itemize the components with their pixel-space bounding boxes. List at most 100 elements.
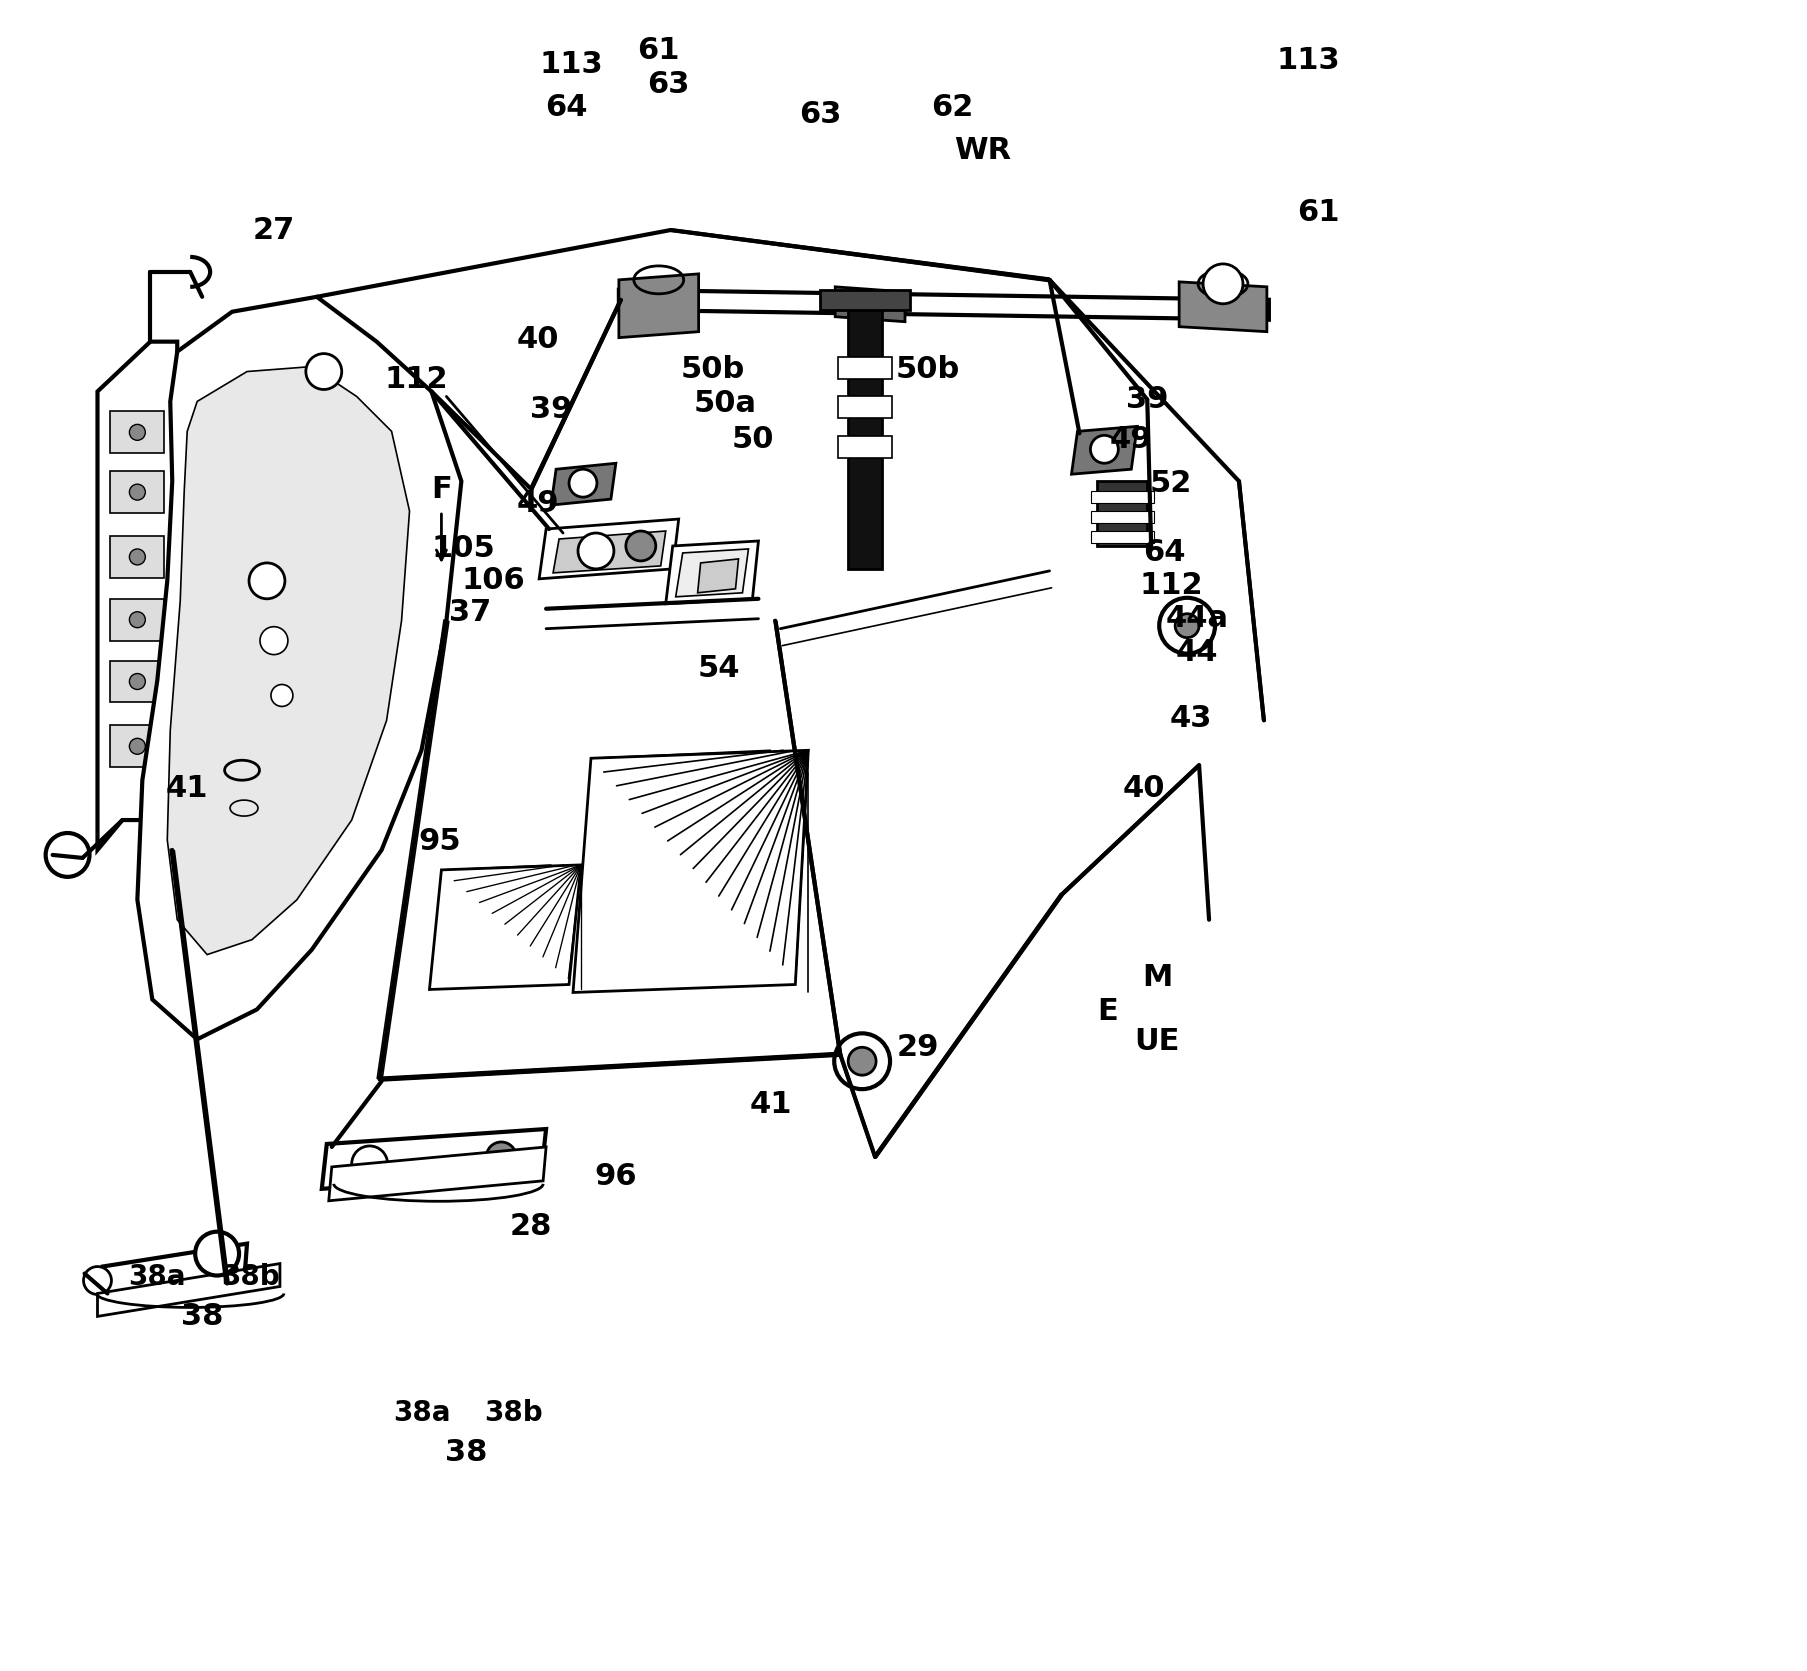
Polygon shape [430, 866, 582, 989]
Text: 41: 41 [166, 774, 208, 802]
Polygon shape [835, 287, 905, 323]
Text: 49: 49 [1109, 424, 1153, 455]
Polygon shape [538, 520, 679, 578]
Polygon shape [110, 471, 164, 513]
Text: WR: WR [954, 135, 1012, 165]
Polygon shape [573, 750, 808, 993]
Text: 49: 49 [517, 488, 560, 518]
Circle shape [130, 673, 145, 690]
Circle shape [249, 563, 286, 598]
Polygon shape [665, 541, 759, 603]
Circle shape [195, 1232, 239, 1275]
Polygon shape [1091, 511, 1155, 523]
Text: 50b: 50b [896, 354, 960, 384]
Circle shape [260, 627, 287, 655]
Text: 61: 61 [638, 37, 679, 65]
Text: 39: 39 [1126, 384, 1169, 414]
Text: 50a: 50a [694, 389, 757, 418]
Circle shape [835, 1033, 891, 1089]
Circle shape [847, 1048, 876, 1074]
Circle shape [130, 424, 145, 441]
Text: 44: 44 [1176, 638, 1218, 667]
Circle shape [1175, 613, 1200, 638]
Polygon shape [1180, 282, 1267, 331]
Text: 38: 38 [181, 1302, 224, 1330]
Polygon shape [838, 356, 893, 379]
Text: 95: 95 [417, 827, 461, 857]
Polygon shape [618, 289, 1269, 319]
Text: 37: 37 [450, 598, 492, 627]
Text: 106: 106 [461, 566, 526, 595]
Text: 50b: 50b [681, 354, 744, 384]
Circle shape [271, 685, 293, 707]
Text: 64: 64 [1144, 538, 1185, 568]
Circle shape [578, 533, 614, 568]
Polygon shape [168, 366, 410, 954]
Text: 61: 61 [1297, 197, 1341, 227]
Polygon shape [110, 411, 164, 453]
Text: E: E [1097, 998, 1119, 1026]
Circle shape [45, 834, 90, 877]
Polygon shape [98, 1263, 280, 1317]
Text: 44a: 44a [1166, 605, 1229, 633]
Circle shape [625, 531, 656, 561]
Polygon shape [329, 1146, 546, 1201]
Circle shape [130, 485, 145, 500]
Text: 113: 113 [538, 50, 604, 79]
Polygon shape [98, 341, 177, 851]
Polygon shape [553, 531, 665, 573]
Text: 50: 50 [732, 424, 773, 455]
Polygon shape [110, 536, 164, 578]
Polygon shape [820, 289, 911, 309]
Polygon shape [137, 297, 461, 1039]
Text: F: F [432, 475, 452, 503]
Text: 64: 64 [544, 94, 587, 122]
Polygon shape [110, 660, 164, 702]
Text: 40: 40 [1122, 774, 1166, 802]
Polygon shape [1091, 491, 1155, 503]
Polygon shape [618, 274, 699, 338]
Text: 27: 27 [253, 216, 295, 244]
Text: 63: 63 [799, 100, 842, 129]
Text: 29: 29 [896, 1033, 940, 1061]
Text: 112: 112 [1140, 571, 1203, 600]
Polygon shape [676, 550, 748, 597]
Circle shape [1160, 598, 1214, 653]
Circle shape [352, 1146, 387, 1181]
Text: 40: 40 [517, 326, 560, 354]
Polygon shape [698, 558, 739, 593]
Polygon shape [110, 725, 164, 767]
Text: 38: 38 [445, 1439, 488, 1467]
Polygon shape [1097, 481, 1147, 546]
Polygon shape [838, 396, 893, 418]
Polygon shape [1091, 531, 1155, 543]
Text: 105: 105 [432, 535, 495, 563]
Circle shape [83, 1267, 112, 1295]
Polygon shape [1072, 426, 1137, 475]
Polygon shape [847, 297, 882, 568]
Circle shape [130, 739, 145, 754]
Text: 112: 112 [385, 364, 448, 394]
Circle shape [130, 550, 145, 565]
Text: 28: 28 [510, 1211, 553, 1242]
Text: 62: 62 [931, 94, 972, 122]
Text: 113: 113 [1278, 47, 1341, 75]
Polygon shape [551, 463, 616, 505]
Text: 63: 63 [647, 70, 690, 99]
Text: 96: 96 [595, 1163, 638, 1191]
Polygon shape [110, 598, 164, 640]
Text: 39: 39 [529, 394, 573, 424]
Polygon shape [322, 1130, 546, 1188]
Circle shape [569, 470, 596, 498]
Text: M: M [1142, 962, 1173, 993]
Text: 52: 52 [1149, 468, 1193, 498]
Circle shape [1090, 436, 1119, 463]
Text: 41: 41 [750, 1089, 791, 1118]
Text: 38b: 38b [484, 1399, 542, 1427]
Circle shape [1203, 264, 1243, 304]
Circle shape [130, 612, 145, 628]
Text: UE: UE [1135, 1026, 1180, 1056]
Polygon shape [99, 1243, 248, 1307]
Text: 43: 43 [1169, 703, 1212, 734]
Text: 38a: 38a [392, 1399, 450, 1427]
